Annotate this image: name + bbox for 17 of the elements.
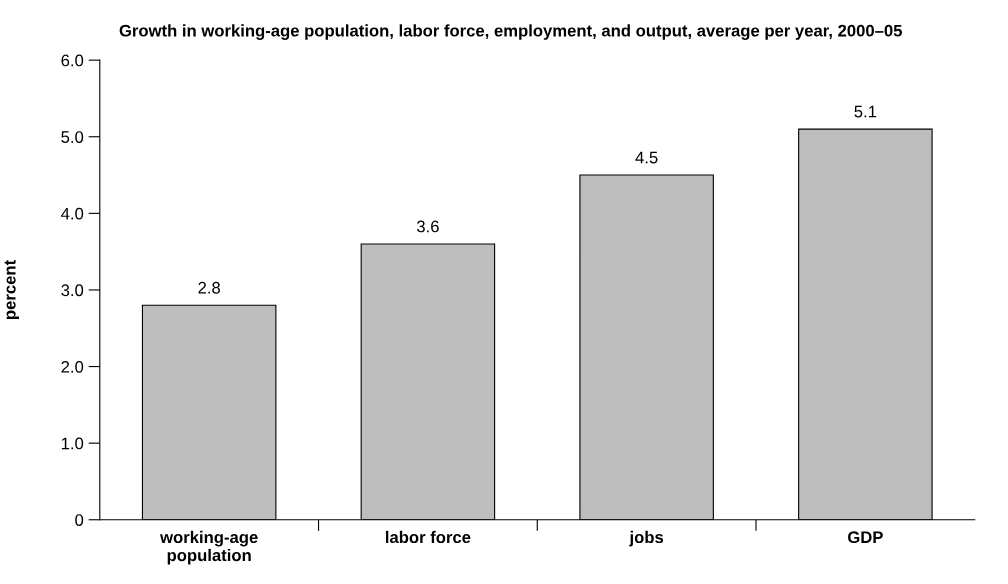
data-label: 4.5 — [635, 151, 658, 164]
y-tick-label: 5.0 — [61, 131, 84, 143]
x-tick-label: jobs — [629, 530, 664, 547]
y-axis-title: percent — [4, 260, 19, 319]
x-tick-label: labor force — [386, 530, 471, 544]
y-tick-label: 0 — [75, 514, 84, 526]
data-label: 2.8 — [198, 281, 221, 294]
data-label: 5.1 — [854, 105, 877, 118]
y-tick-label: 4.0 — [61, 207, 84, 220]
y-tick-label: 2.0 — [61, 360, 84, 373]
y-tick-label: 6.0 — [61, 54, 84, 67]
y-tick-label: 1.0 — [61, 437, 84, 450]
chart-title: Growth in working-age population, labor force, employment, and output, average per year, 2000–05 — [119, 24, 902, 40]
data-label: 3.6 — [416, 220, 439, 233]
y-tick-label: 3.0 — [61, 284, 84, 297]
x-tick-label: GDP — [847, 531, 883, 544]
x-tick-label: working-age population — [160, 530, 258, 565]
